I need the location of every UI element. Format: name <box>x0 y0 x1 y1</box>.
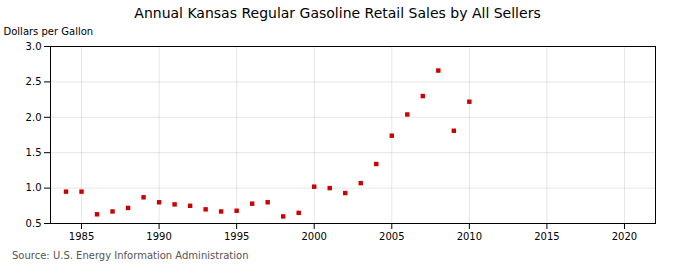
svg-text:2010: 2010 <box>457 231 482 242</box>
svg-text:2020: 2020 <box>612 231 637 242</box>
svg-text:3.0: 3.0 <box>26 41 42 52</box>
svg-text:2005: 2005 <box>379 231 404 242</box>
svg-text:2.0: 2.0 <box>26 112 42 123</box>
svg-text:0.5: 0.5 <box>26 218 42 229</box>
svg-text:1990: 1990 <box>146 231 171 242</box>
svg-text:1985: 1985 <box>69 231 94 242</box>
svg-text:1995: 1995 <box>224 231 249 242</box>
svg-text:Dollars per Gallon: Dollars per Gallon <box>4 26 94 37</box>
svg-text:2015: 2015 <box>534 231 559 242</box>
html-text:Annual Kansas Regular Gasoline: Annual Kansas Regular Gasoline Retail Sa… <box>134 5 541 21</box>
svg-text:2.5: 2.5 <box>26 76 42 87</box>
svg-text:2000: 2000 <box>301 231 326 242</box>
svg-text:1.0: 1.0 <box>26 182 42 193</box>
svg-text:1.5: 1.5 <box>26 147 42 158</box>
html-text:Source: U.S. Energy Informatio: Source: U.S. Energy Information Administ… <box>12 250 249 261</box>
